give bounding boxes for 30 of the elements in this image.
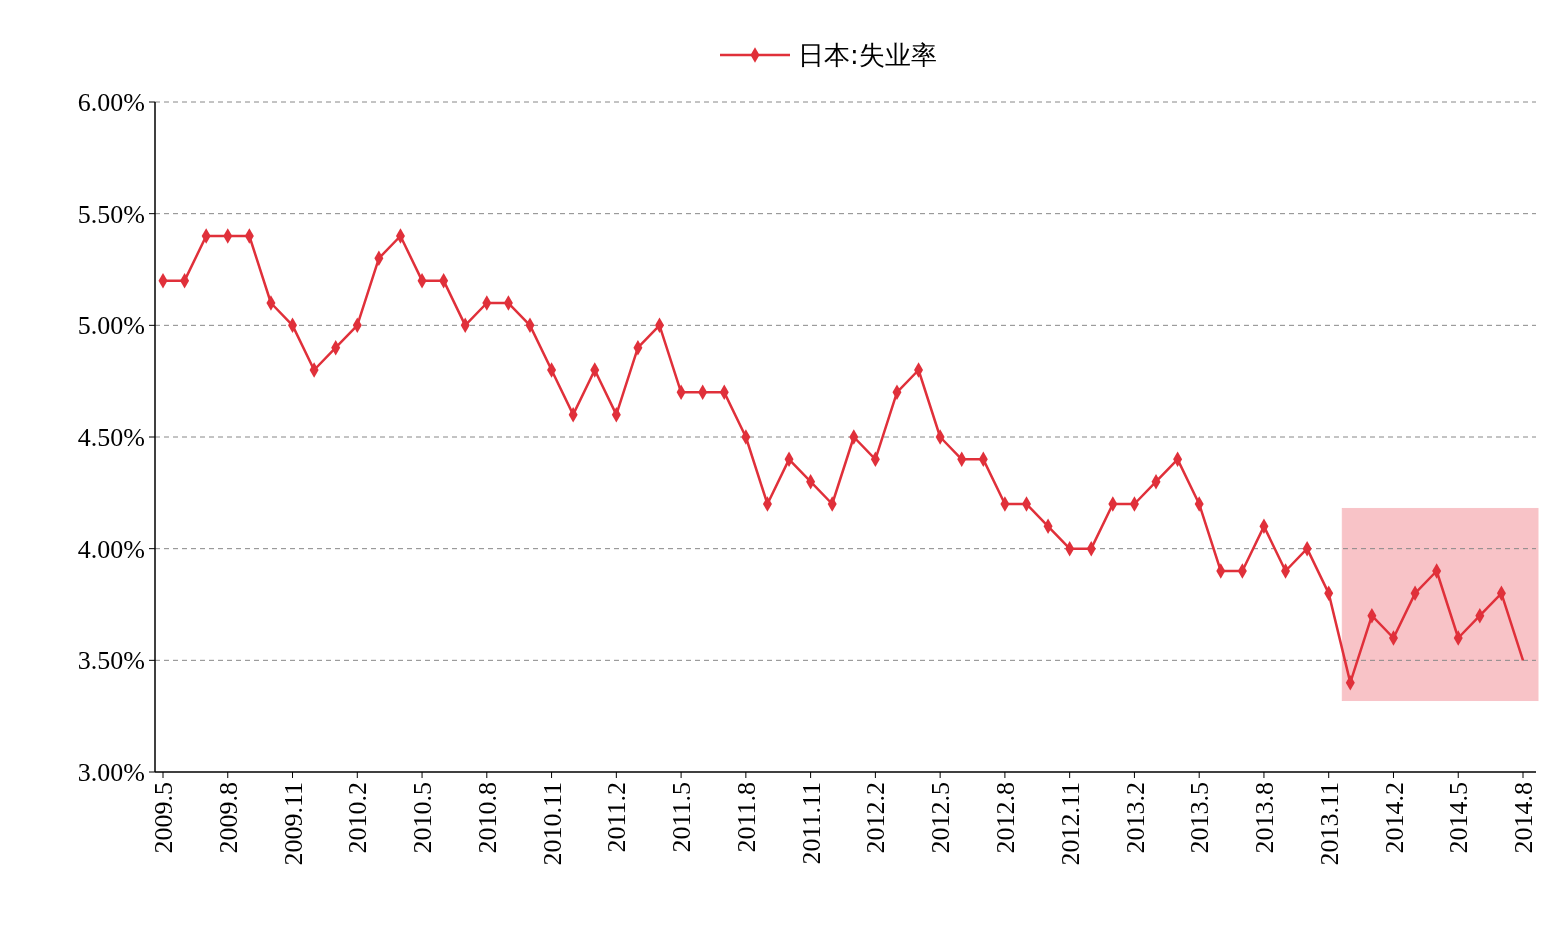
x-tick-label: 2013.8 [1250, 782, 1280, 854]
x-tick-label: 2012.5 [926, 782, 956, 854]
x-tick-label: 2010.2 [343, 782, 373, 854]
x-tick-label: 2012.2 [861, 782, 891, 854]
x-tick-label: 2014.5 [1444, 782, 1474, 854]
legend-label: 日本:失业率 [798, 40, 937, 71]
y-tick-label: 4.00% [77, 534, 145, 564]
y-tick-label: 6.00% [77, 88, 145, 118]
x-tick-label: 2010.11 [537, 782, 567, 866]
y-tick-label: 5.50% [77, 199, 145, 229]
y-tick-label: 4.50% [77, 423, 145, 453]
x-tick-label: 2009.8 [213, 782, 243, 854]
x-tick-label: 2010.8 [472, 782, 502, 854]
x-tick-label: 2012.11 [1055, 782, 1085, 866]
y-tick-label: 5.00% [77, 311, 145, 341]
x-tick-label: 2013.5 [1185, 782, 1215, 854]
x-tick-label: 2010.5 [408, 782, 438, 854]
x-tick-label: 2013.11 [1314, 782, 1344, 866]
x-tick-label: 2014.8 [1509, 782, 1539, 854]
x-tick-label: 2009.11 [278, 782, 308, 866]
x-tick-label: 2014.2 [1379, 782, 1409, 854]
x-tick-label: 2011.8 [731, 782, 761, 853]
y-tick-label: 3.50% [77, 646, 145, 676]
y-tick-label: 3.00% [77, 758, 145, 788]
x-tick-label: 2011.2 [602, 782, 632, 853]
x-tick-label: 2011.5 [667, 782, 697, 853]
x-tick-label: 2013.2 [1120, 782, 1150, 854]
x-tick-label: 2009.5 [149, 782, 179, 854]
x-tick-label: 2011.11 [796, 782, 826, 865]
x-tick-label: 2012.8 [991, 782, 1020, 854]
